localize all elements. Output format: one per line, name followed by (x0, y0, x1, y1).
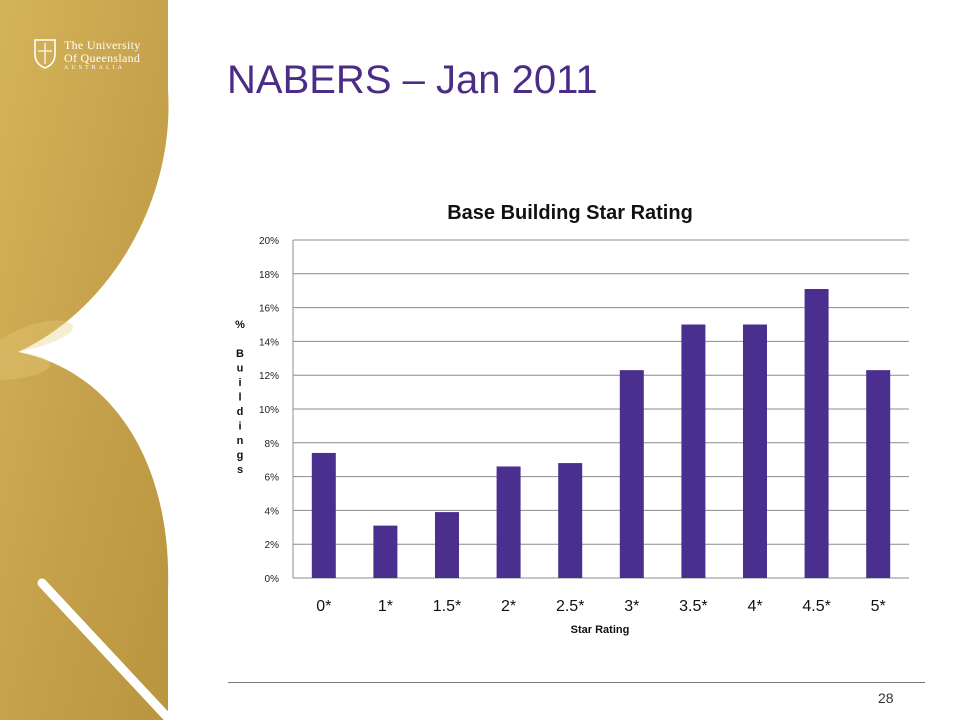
y-axis-label-char: g (237, 450, 244, 462)
x-tick-label: 3* (624, 598, 639, 615)
y-axis-label-char: l (238, 392, 241, 404)
logo-text-line2: Of Queensland (64, 51, 141, 65)
bar (435, 512, 459, 578)
y-tick-label: 18% (259, 270, 279, 281)
bar (311, 452, 336, 578)
bar (743, 324, 767, 578)
y-axis-label-char: n (237, 435, 244, 447)
x-tick-label: 4.5* (802, 598, 830, 615)
bar (619, 370, 644, 578)
slide-title: NABERS – Jan 2011 (227, 58, 598, 102)
crest-icon (34, 39, 56, 69)
x-tick-label: 0* (316, 598, 331, 615)
x-tick-label: 2* (501, 598, 516, 615)
y-tick-labels: 0% 2% 4% 6% 8% 10% 12% 14% 16% 18% 20% (259, 236, 279, 585)
y-tick-label: 14% (259, 337, 279, 348)
bar (804, 289, 829, 578)
bar-chart: 0% 2% 4% 6% 8% 10% 12% 14% 16% 18% 20% 0* 1* 1.5* 2* 2… (235, 202, 909, 636)
x-tick-label: 1.5* (433, 598, 461, 615)
bar (866, 370, 891, 578)
chart-title: Base Building Star Rating (447, 202, 693, 224)
y-axis-label-char: u (237, 363, 244, 375)
y-tick-label: 4% (265, 506, 280, 517)
x-tick-label: 1* (378, 598, 393, 615)
y-tick-label: 6% (265, 473, 280, 484)
gold-band-shape (0, 0, 169, 720)
y-tick-label: 16% (259, 304, 279, 315)
y-axis-label-char: B (236, 348, 244, 360)
y-tick-label: 8% (265, 439, 280, 450)
y-axis-label-char: i (238, 421, 241, 433)
page-number: 28 (878, 690, 894, 706)
gold-band-highlight (0, 320, 74, 380)
bar (681, 324, 706, 578)
footer-divider (228, 682, 925, 683)
y-tick-label: 20% (259, 236, 279, 247)
x-tick-label: 5* (871, 598, 886, 615)
x-axis-label: Star Rating (571, 624, 630, 636)
logo-text-line3: AUSTRALIA (64, 65, 125, 71)
x-tick-label: 3.5* (679, 598, 707, 615)
y-tick-label: 2% (265, 540, 280, 551)
y-tick-label: 0% (265, 574, 280, 585)
y-axis-label-char: i (238, 377, 241, 389)
logo-text-line1: The University (64, 38, 141, 52)
y-tick-label: 10% (259, 405, 279, 416)
y-axis-label-char: d (237, 406, 244, 418)
y-tick-label: 12% (259, 371, 279, 382)
white-diagonal-stroke (37, 578, 173, 720)
bar (558, 463, 583, 578)
chart-bars (311, 289, 891, 578)
bar (496, 466, 521, 578)
y-axis-label-char: % (235, 319, 245, 331)
university-logo: The University Of Queensland AUSTRALIA (30, 36, 170, 76)
y-axis-label-char: s (237, 464, 243, 476)
x-tick-labels: 0* 1* 1.5* 2* 2.5* 3* 3.5* 4* 4.5* 5* (316, 598, 886, 615)
bar (373, 525, 398, 578)
x-tick-label: 4* (747, 598, 762, 615)
x-tick-label: 2.5* (556, 598, 584, 615)
